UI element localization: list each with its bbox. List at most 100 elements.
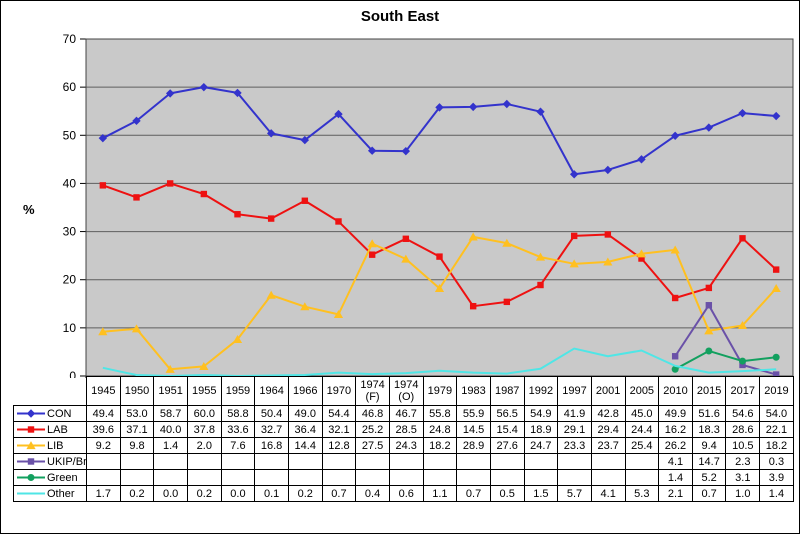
- legend-label: Other: [47, 487, 75, 500]
- year-header: 2019: [759, 376, 794, 406]
- series-CON: [98, 82, 781, 179]
- value-cell: 16.2: [658, 421, 693, 438]
- value-cell: [456, 453, 491, 470]
- value-cell: 41.9: [557, 405, 592, 422]
- value-cell: 2.1: [658, 485, 693, 502]
- value-cell: 58.7: [153, 405, 188, 422]
- year-header-row: 1945 1950 1951 1955 1959 1964 1966 1970 1974 (F)…: [14, 376, 794, 406]
- value-cell: 27.6: [489, 437, 525, 454]
- value-cell: [321, 453, 357, 470]
- value-cell: 0.7: [691, 485, 727, 502]
- plot-background: [86, 39, 793, 376]
- value-cell: 27.5: [355, 437, 390, 454]
- value-cell: 23.3: [557, 437, 592, 454]
- value-cell: [355, 469, 390, 486]
- value-cell: [186, 453, 222, 470]
- y-tick-label: 70: [63, 32, 77, 46]
- value-cell: [388, 469, 424, 486]
- value-cell: 28.6: [725, 421, 761, 438]
- legend-label: Green: [47, 471, 78, 484]
- value-cell: 50.4: [254, 405, 289, 422]
- value-cell: [422, 453, 458, 470]
- value-cell: [557, 469, 592, 486]
- value-cell: 18.9: [523, 421, 559, 438]
- legend-label: UKIP/Br: [47, 455, 87, 468]
- value-cell: [422, 469, 458, 486]
- data-table: 1945 1950 1951 1955 1959 1964 1966 1970 1974 (F)…: [13, 376, 794, 502]
- value-cell: 4.1: [658, 453, 693, 470]
- year-header: 2005: [624, 376, 660, 406]
- value-cell: 9.4: [691, 437, 727, 454]
- value-cell: [489, 469, 525, 486]
- table-row-LIB: LIB 9.2 9.8 1.4 2.0 7.6 16.8 14.4 12.8 27.5 24.3 18…: [13, 437, 794, 454]
- value-cell: 5.2: [691, 469, 727, 486]
- value-cell: 55.8: [422, 405, 458, 422]
- legend-label: CON: [47, 407, 72, 420]
- value-cell: 55.9: [456, 405, 491, 422]
- year-header: 1992: [523, 376, 559, 406]
- value-cell: 0.0: [153, 485, 188, 502]
- value-cell: 1.1: [422, 485, 458, 502]
- series-LAB: [99, 180, 780, 310]
- value-cell: 3.9: [759, 469, 794, 486]
- legend-swatch-icon: [17, 474, 45, 481]
- value-cell: [321, 469, 357, 486]
- chart-title: South East: [360, 8, 440, 25]
- value-cell: [119, 453, 155, 470]
- value-cell: 14.5: [456, 421, 491, 438]
- value-cell: [523, 469, 559, 486]
- value-cell: 42.8: [590, 405, 626, 422]
- legend-item-CON: CON: [13, 405, 87, 422]
- value-cell: [254, 453, 289, 470]
- value-cell: 18.3: [691, 421, 727, 438]
- year-header: 2001: [590, 376, 626, 406]
- value-cell: [119, 469, 155, 486]
- year-header: 1951: [153, 376, 188, 406]
- value-cell: 2.0: [186, 437, 222, 454]
- table-row-Green: Green 1.4 5.2 3.1 3.9: [13, 469, 794, 486]
- value-cell: 53.0: [119, 405, 155, 422]
- value-cell: 0.3: [759, 453, 794, 470]
- value-cell: [153, 469, 188, 486]
- value-cell: 7.6: [220, 437, 256, 454]
- y-tick-label: 0: [69, 369, 76, 378]
- series-Other: [102, 347, 777, 377]
- value-cell: 0.2: [119, 485, 155, 502]
- y-tick-label: 50: [63, 128, 77, 142]
- y-tick-label: 10: [63, 321, 77, 335]
- year-header: 1970: [321, 376, 357, 406]
- value-cell: 5.3: [624, 485, 660, 502]
- value-cell: 54.9: [523, 405, 559, 422]
- value-cell: 1.4: [759, 485, 794, 502]
- value-cell: 29.4: [590, 421, 626, 438]
- value-cell: 1.4: [153, 437, 188, 454]
- year-header: 1974 (F): [355, 376, 390, 406]
- value-cell: [86, 469, 121, 486]
- year-header: 2017: [725, 376, 761, 406]
- value-cell: 9.2: [86, 437, 121, 454]
- legend-item-Green: Green: [13, 469, 87, 486]
- value-cell: 36.4: [287, 421, 323, 438]
- value-cell: 54.0: [759, 405, 794, 422]
- value-cell: 58.8: [220, 405, 256, 422]
- series-LIB: [98, 232, 781, 373]
- value-cell: 49.9: [658, 405, 693, 422]
- plot-area: 0 10 20 30 40 50 60 70: [63, 32, 794, 378]
- year-header: 1945: [86, 376, 121, 406]
- table-corner: [14, 377, 87, 406]
- y-tick-label: 60: [63, 80, 77, 94]
- value-cell: [590, 469, 626, 486]
- value-cell: 25.2: [355, 421, 390, 438]
- value-cell: [624, 453, 660, 470]
- value-cell: [220, 469, 256, 486]
- value-cell: 23.7: [590, 437, 626, 454]
- value-cell: 0.6: [388, 485, 424, 502]
- value-cell: 1.7: [86, 485, 121, 502]
- table-row-LAB: LAB 39.6 37.1 40.0 37.8 33.6 32.7 36.4 32.1 25.2 2…: [13, 421, 794, 438]
- value-cell: 24.4: [624, 421, 660, 438]
- table-row-Other: Other 1.7 0.2 0.0 0.2 0.0 0.1 0.2 0.7 0.4 0.6 1.1 0.…: [13, 485, 794, 502]
- value-cell: 22.1: [759, 421, 794, 438]
- value-cell: 29.1: [557, 421, 592, 438]
- value-cell: [557, 453, 592, 470]
